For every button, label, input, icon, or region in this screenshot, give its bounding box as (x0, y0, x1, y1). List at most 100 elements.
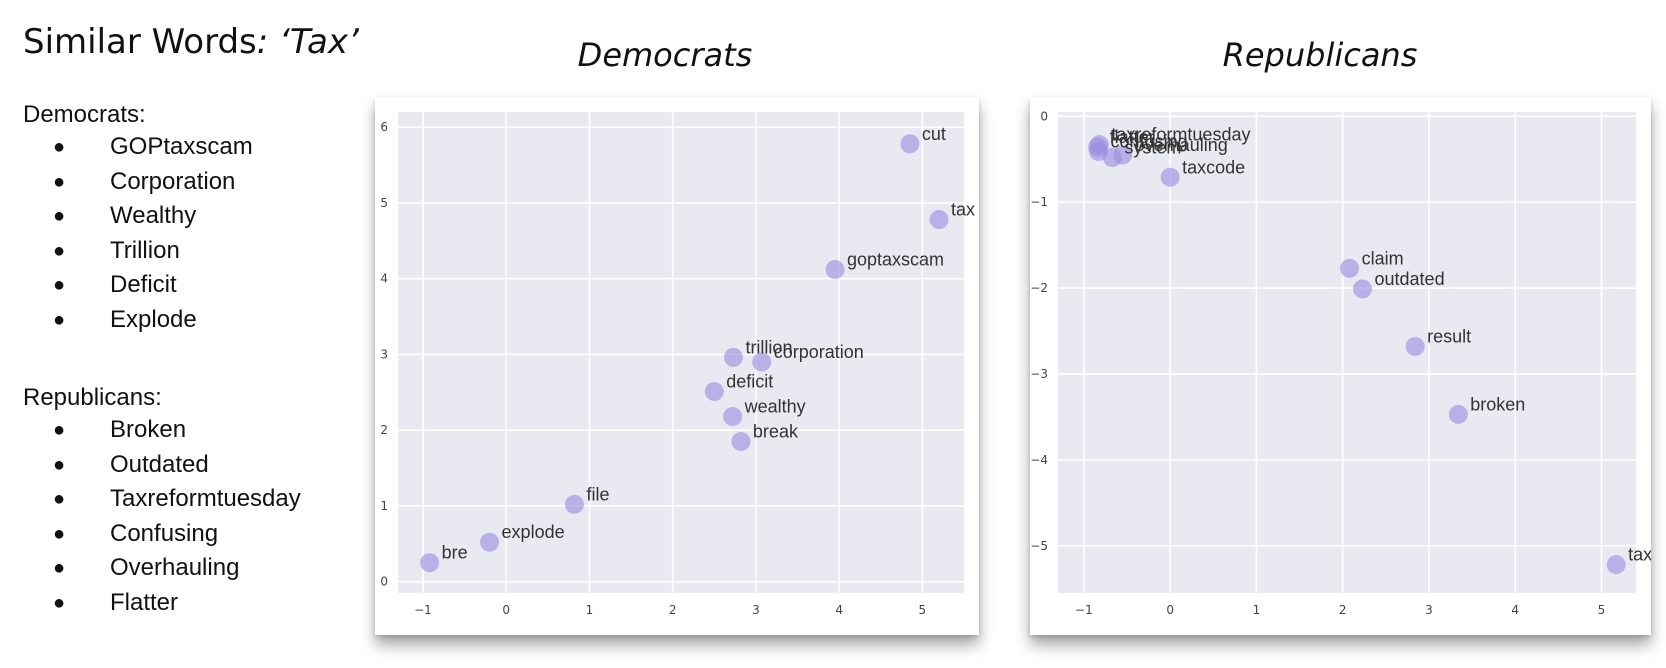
bullet-icon: ● (53, 453, 66, 476)
x-tick-label: 3 (752, 603, 760, 617)
data-point-label: explode (502, 522, 565, 542)
data-point-label: claim (1362, 248, 1404, 268)
bullet-icon: ● (53, 170, 66, 193)
x-tick-label: 4 (835, 603, 843, 617)
data-point-label: trillion (745, 337, 792, 357)
republicans-list-label: Republicans: (23, 384, 162, 411)
data-point (1405, 336, 1425, 356)
data-point-label: overhauling (1135, 135, 1228, 155)
data-point-label: deficit (726, 372, 773, 392)
y-tick-label: 4 (380, 272, 388, 286)
list-item-label: Explode (110, 305, 197, 333)
bullet-icon: ● (53, 488, 66, 511)
data-point (1448, 404, 1468, 424)
list-item: ● Taxreformtuesday (23, 482, 301, 517)
y-tick-label: −2 (1030, 281, 1048, 295)
democrats-scatter-plot: −1 0 1 2 3 4 5 0 1 2 3 4 5 6 cut tax goptaxscam trillionc… (380, 112, 975, 617)
data-point (929, 210, 949, 230)
list-item: ● GOPtaxscam (23, 130, 253, 165)
data-point-label: flatter (1110, 127, 1155, 147)
y-tick-label: −5 (1030, 539, 1048, 553)
data-point-label: bre (442, 543, 468, 563)
list-item-label: Broken (110, 416, 187, 443)
data-point-label: confusing (1111, 132, 1188, 152)
list-item: ● Overhauling (23, 551, 301, 586)
bullet-icon: ● (53, 557, 66, 580)
x-tick-label: 0 (1166, 603, 1174, 617)
list-item: ● Flatter (23, 586, 301, 621)
data-point (564, 494, 584, 514)
list-item: ● Wealthy (23, 199, 253, 234)
x-tick-label: −1 (414, 603, 432, 617)
y-tick-label: −3 (1030, 367, 1048, 381)
data-point (752, 352, 772, 372)
list-item: ● Confusing (23, 517, 301, 552)
democrats-word-list: ● GOPtaxscam ● Corporation ● Wealthy ● Trill… (23, 130, 253, 338)
democrats-list-label: Democrats: (23, 101, 146, 128)
data-point-label: tax (1628, 545, 1651, 565)
y-tick-label: −1 (1030, 195, 1048, 209)
x-tick-label: 1 (1253, 603, 1261, 617)
data-point (900, 134, 920, 154)
x-tick-label: 2 (1339, 603, 1347, 617)
bullet-icon: ● (53, 419, 66, 441)
list-item-label: Flatter (110, 588, 179, 616)
bullet-icon: ● (53, 239, 66, 262)
data-point-label: corporation (774, 342, 864, 362)
list-item: ● Corporation (23, 165, 253, 200)
data-point-label: result (1427, 326, 1471, 346)
data-point (731, 432, 751, 452)
bullet-icon: ● (53, 591, 66, 614)
title-query: : ‘Tax’ (256, 22, 359, 62)
data-point (825, 260, 845, 280)
data-point (1160, 167, 1180, 187)
title-prefix: Similar Words (23, 22, 257, 62)
data-point (1606, 555, 1626, 575)
data-point-label: cut (922, 124, 946, 144)
bullet-icon: ● (53, 274, 66, 297)
data-point-label: wealthy (744, 397, 806, 417)
data-point-label: system (1124, 138, 1181, 158)
x-tick-label: 2 (669, 603, 677, 617)
data-point-label: tax (951, 200, 975, 220)
list-item: ● Broken (23, 413, 301, 448)
list-item: ● Outdated (23, 448, 301, 483)
republicans-scatter-plot: −1 0 1 2 3 4 5 0 −1 −2 −3 −4 −5 taxreformtuesdayflatt… (1030, 109, 1651, 617)
list-item-label: Wealthy (110, 202, 197, 230)
y-tick-label: 6 (380, 120, 388, 134)
list-item-label: Corporation (110, 167, 236, 195)
democrats-chart-panel: −1 0 1 2 3 4 5 0 1 2 3 4 5 6 cut tax goptaxscam trillion c… (375, 97, 979, 635)
data-point-label: taxreformtuesday (1111, 125, 1250, 145)
y-tick-label: 0 (1040, 109, 1048, 123)
list-item-label: Trillion (110, 236, 180, 264)
data-point-label: break (753, 422, 799, 442)
democrats-chart-title: Democrats (577, 36, 753, 74)
bullet-icon: ● (53, 308, 66, 331)
list-item: ● Deficit (23, 268, 253, 303)
list-item: ● Trillion (23, 234, 253, 269)
data-point (723, 407, 743, 427)
data-point (1353, 279, 1373, 299)
x-tick-label: 5 (919, 603, 927, 617)
data-point (1102, 148, 1122, 168)
x-tick-label: 5 (1598, 603, 1606, 617)
y-tick-label: −4 (1030, 453, 1048, 467)
data-point-label: taxcode (1182, 157, 1245, 177)
data-point (480, 532, 500, 552)
list-item-label: Confusing (110, 519, 219, 547)
republicans-chart-panel: −1 0 1 2 3 4 5 0 −1 −2 −3 −4 −5 taxreformtuesday flatt… (1030, 97, 1651, 635)
list-item-label: Overhauling (110, 554, 240, 582)
bullet-icon: ● (53, 136, 66, 158)
data-point-label: goptaxscam (847, 250, 944, 270)
x-tick-label: 4 (1511, 603, 1519, 617)
data-point-label: broken (1470, 394, 1525, 414)
data-point (723, 347, 743, 367)
republicans-word-list: ● Broken ● Outdated ● Taxreformtuesday ● Con… (23, 413, 301, 621)
plot-background (398, 112, 964, 593)
list-item-label: Taxreformtuesday (110, 485, 301, 513)
y-tick-label: 3 (380, 347, 388, 361)
data-point (1340, 258, 1360, 278)
y-tick-label: 2 (380, 423, 388, 437)
plot-background (1058, 112, 1636, 593)
list-item-label: GOPtaxscam (110, 133, 253, 160)
